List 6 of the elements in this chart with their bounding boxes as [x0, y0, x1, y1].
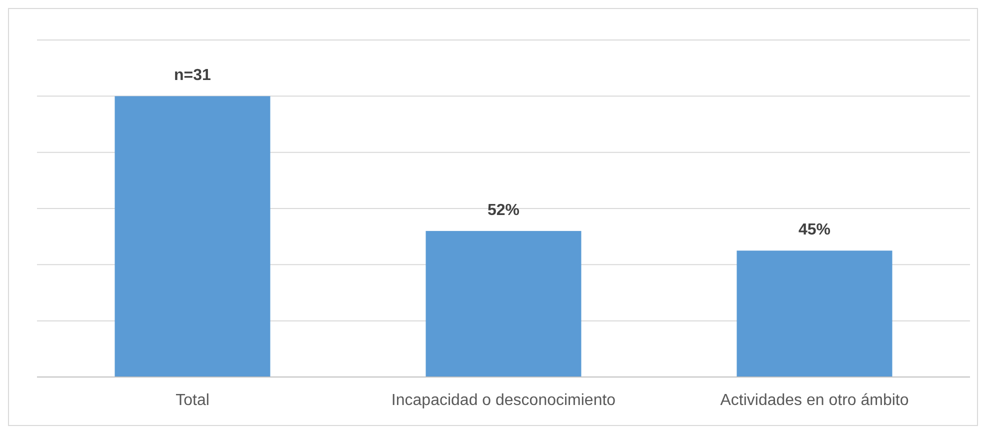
x-tick-label: Total: [176, 392, 210, 409]
annotation: n=31: [174, 67, 212, 84]
x-tick-label: Incapacidad o desconocimiento: [391, 392, 616, 409]
data-label: 52%: [487, 202, 520, 219]
data-label: 45%: [798, 222, 831, 239]
x-tick-label: Actividades en otro ámbito: [720, 392, 909, 409]
